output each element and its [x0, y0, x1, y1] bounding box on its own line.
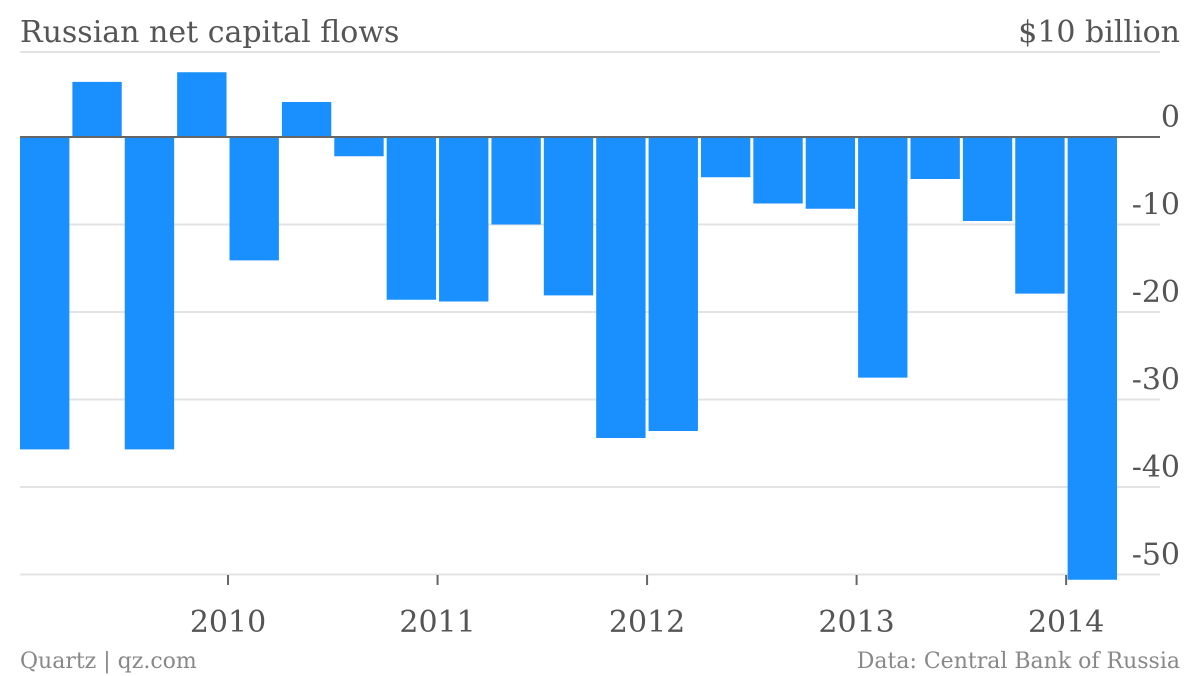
bar [124, 137, 175, 450]
bar [20, 137, 70, 450]
bar [439, 137, 489, 302]
bar [386, 137, 437, 300]
chart-title: Russian net capital flows [20, 15, 399, 50]
x-tick-label: 2011 [399, 605, 475, 640]
bar [177, 72, 227, 137]
bar [491, 137, 541, 225]
y-tick-label: -20 [1132, 275, 1180, 310]
bar [805, 137, 856, 209]
bar [1015, 137, 1065, 294]
bar [910, 137, 960, 179]
bar [1067, 137, 1117, 580]
bar [281, 102, 332, 137]
x-tick-label: 2010 [190, 605, 266, 640]
x-tick-label: 2014 [1028, 605, 1104, 640]
footer-source-right: Data: Central Bank of Russia [857, 649, 1180, 674]
bar [543, 137, 594, 296]
y-tick-labels: 0 -10 -20 -30 -40 -50 [1132, 100, 1180, 573]
bar [753, 137, 803, 204]
y-tick-label: -30 [1132, 363, 1180, 398]
y-tick-label: -50 [1132, 538, 1180, 573]
y-tick-label: -40 [1132, 450, 1180, 485]
footer-source-left[interactable]: Quartz | qz.com [20, 649, 197, 674]
x-tick-label: 2012 [609, 605, 685, 640]
bars [20, 72, 1117, 580]
x-tick-labels: 2010 2011 2012 2013 2014 [190, 575, 1104, 640]
bar [648, 137, 698, 431]
bar [334, 137, 384, 157]
bar [962, 137, 1013, 221]
bar [858, 137, 908, 378]
bar [229, 137, 279, 261]
unit-label: $10 billion [1018, 15, 1180, 50]
y-tick-label: 0 [1161, 100, 1180, 135]
gridlines [20, 223, 1160, 576]
y-tick-label: -10 [1132, 188, 1180, 223]
bar [72, 81, 122, 138]
x-tick-label: 2013 [818, 605, 894, 640]
bar [700, 137, 751, 178]
bar [596, 137, 646, 438]
